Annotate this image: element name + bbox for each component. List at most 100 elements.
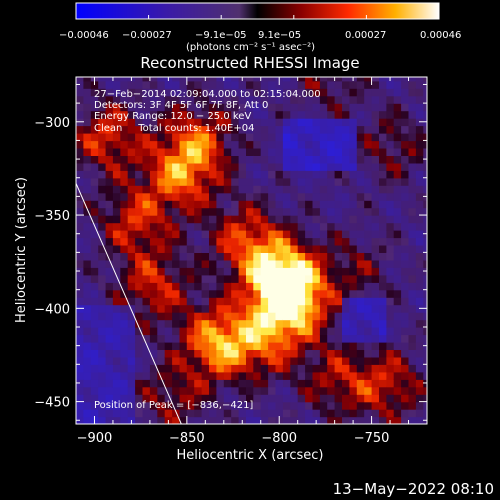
heatmap-cell [135,162,144,171]
heatmap-cell [127,230,136,239]
heatmap-cell [127,371,136,380]
heatmap-cell [179,334,188,343]
heatmap-cell [253,230,262,239]
heatmap-cell [209,237,217,246]
heatmap-cell [386,297,395,306]
heatmap-cell [312,327,321,336]
heatmap-cell [164,207,173,216]
heatmap-cell [290,364,299,373]
heatmap-cell [423,334,427,343]
heatmap-cell [305,237,314,246]
heatmap-cell [246,162,254,171]
heatmap-cell [312,409,321,418]
heatmap-cell [268,401,277,410]
heatmap-cell [172,394,181,403]
heatmap-cell [164,162,173,171]
heatmap-cell [305,88,314,97]
heatmap-cell [386,274,395,283]
heatmap-cell [379,274,387,283]
heatmap-cell [186,304,195,313]
heatmap-cell [105,133,114,142]
heatmap-cell [90,118,99,127]
heatmap-cell [371,125,380,134]
heatmap-cell [423,133,427,142]
heatmap-cell [282,319,291,328]
heatmap-cell [194,215,203,224]
heatmap-cell [120,230,129,239]
heatmap-cell [268,297,277,306]
heatmap-cell [415,252,424,261]
heatmap-cell [172,103,181,112]
heatmap-cell [408,244,417,253]
heatmap-cell [371,341,380,350]
heatmap-cell [312,177,321,186]
heatmap-cell [135,364,144,373]
heatmap-cell [268,252,277,261]
heatmap-cell [201,80,210,89]
heatmap-cell [223,244,232,253]
chart-title: Reconstructed RHESSI Image [140,54,359,72]
heatmap-cell [253,77,262,82]
heatmap-cell [364,80,373,89]
heatmap-cell [253,185,262,194]
heatmap-cell [186,327,195,336]
heatmap-cell [282,237,291,246]
heatmap-cell [238,125,247,134]
heatmap-cell [305,103,314,112]
heatmap-cell [401,304,410,313]
heatmap-cell [90,386,99,395]
heatmap-cell [305,185,314,194]
heatmap-cell [423,327,427,336]
colorbar-tick-label: 0.00046 [420,30,461,41]
heatmap-cell [112,162,121,171]
heatmap-cell [105,356,114,365]
heatmap-cell [371,140,380,149]
heatmap-cell [105,192,114,201]
heatmap-cell [149,95,158,104]
heatmap-cell [216,177,225,186]
heatmap-cell [415,80,424,89]
heatmap-cell [216,215,225,224]
heatmap-cell [246,140,254,149]
heatmap-cell [305,155,314,164]
heatmap-cell [401,185,410,194]
heatmap-cell [349,222,358,231]
heatmap-cell [349,244,358,253]
heatmap-cell [356,274,365,283]
heatmap-cell [327,207,336,216]
heatmap-cell [297,185,306,194]
heatmap-cell [186,118,195,127]
heatmap-cell [135,88,144,97]
heatmap-cell [246,327,254,336]
heatmap-cell [305,349,314,358]
heatmap-cell [415,312,424,321]
heatmap-cell [253,371,262,380]
heatmap-cell [201,147,210,156]
heatmap-cell [386,319,395,328]
heatmap-cell [90,349,99,358]
heatmap-cell [179,237,188,246]
heatmap-cell [423,88,427,97]
heatmap-cell [223,237,232,246]
heatmap-cell [194,289,203,298]
heatmap-cell [253,297,262,306]
heatmap-cell [135,215,144,224]
heatmap-cell [356,259,365,268]
heatmap-cell [415,133,424,142]
heatmap-cell [305,341,314,350]
heatmap-cell [83,140,92,149]
heatmap-cell [393,259,402,268]
heatmap-cell [201,237,210,246]
heatmap-cell [209,252,217,261]
heatmap-cell [319,230,328,239]
heatmap-cell [334,118,343,127]
heatmap-cell [386,170,395,179]
heatmap-cell [393,118,402,127]
heatmap-cell [90,289,99,298]
heatmap-cell [371,95,380,104]
heatmap-cell [194,282,203,291]
heatmap-cell [268,356,277,365]
heatmap-cell [223,125,232,134]
heatmap-cell [260,207,269,216]
heatmap-cell [319,103,328,112]
